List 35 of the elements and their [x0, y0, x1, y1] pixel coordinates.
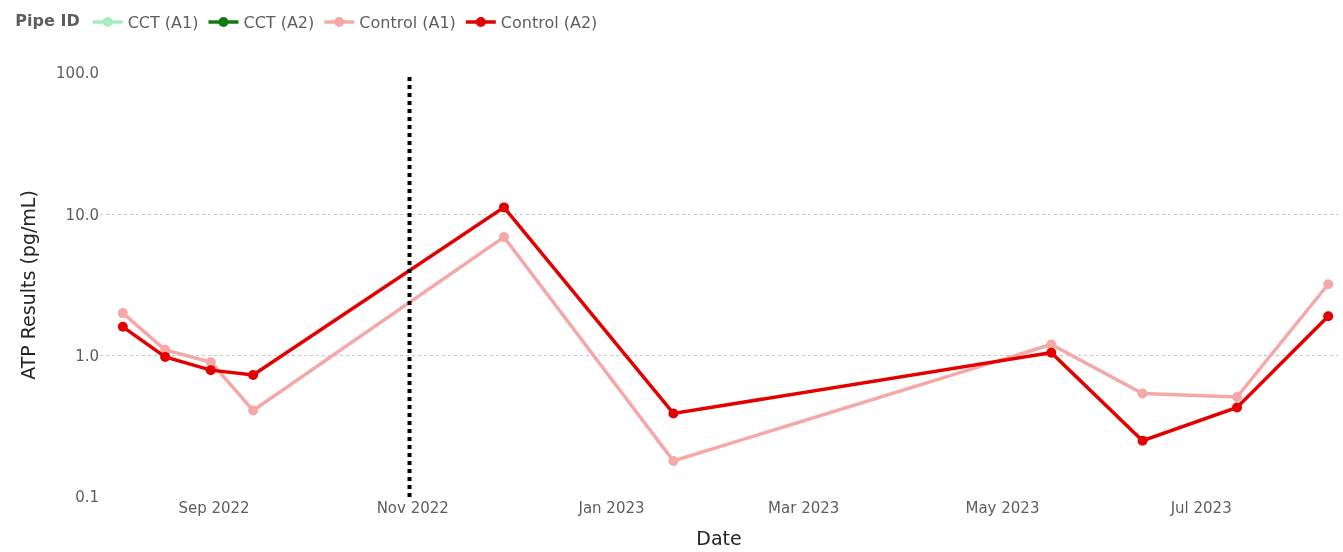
point	[1323, 279, 1334, 290]
point	[498, 232, 509, 243]
y-axis-title: ATP Results (pg/mL)	[16, 190, 39, 380]
legend-title: Pipe ID	[15, 10, 80, 30]
point	[117, 321, 128, 332]
point	[248, 405, 259, 416]
point	[668, 408, 679, 419]
point	[498, 202, 509, 213]
y-tick-label: 100.0	[56, 64, 99, 83]
x-tick-label: Nov 2022	[376, 499, 449, 517]
point	[1046, 339, 1057, 350]
legend-label: CCT (A2)	[243, 13, 315, 33]
point	[1232, 392, 1243, 402]
x-axis-title: Date	[696, 526, 742, 549]
point	[1323, 311, 1334, 322]
legend-label: Control (A2)	[500, 13, 598, 33]
point	[248, 369, 259, 380]
point	[205, 365, 216, 376]
x-tick-label: Jan 2023	[577, 499, 645, 517]
point	[1137, 388, 1148, 399]
point	[1137, 435, 1148, 446]
x-tick-label: Sep 2022	[178, 499, 250, 517]
legend-label: CCT (A1)	[127, 13, 199, 33]
x-tick-label: Jul 2023	[1169, 499, 1232, 517]
y-tick-label: 10.0	[65, 205, 99, 224]
point	[668, 455, 679, 466]
point	[160, 351, 171, 362]
point	[117, 308, 128, 319]
point	[1232, 402, 1243, 413]
x-tick-label: May 2023	[965, 499, 1040, 517]
y-tick-label: 1.0	[75, 346, 99, 365]
point	[1046, 347, 1057, 358]
x-tick-label: Mar 2023	[768, 499, 840, 517]
legend-label: Control (A1)	[359, 13, 456, 33]
y-tick-label: 0.1	[75, 488, 99, 507]
